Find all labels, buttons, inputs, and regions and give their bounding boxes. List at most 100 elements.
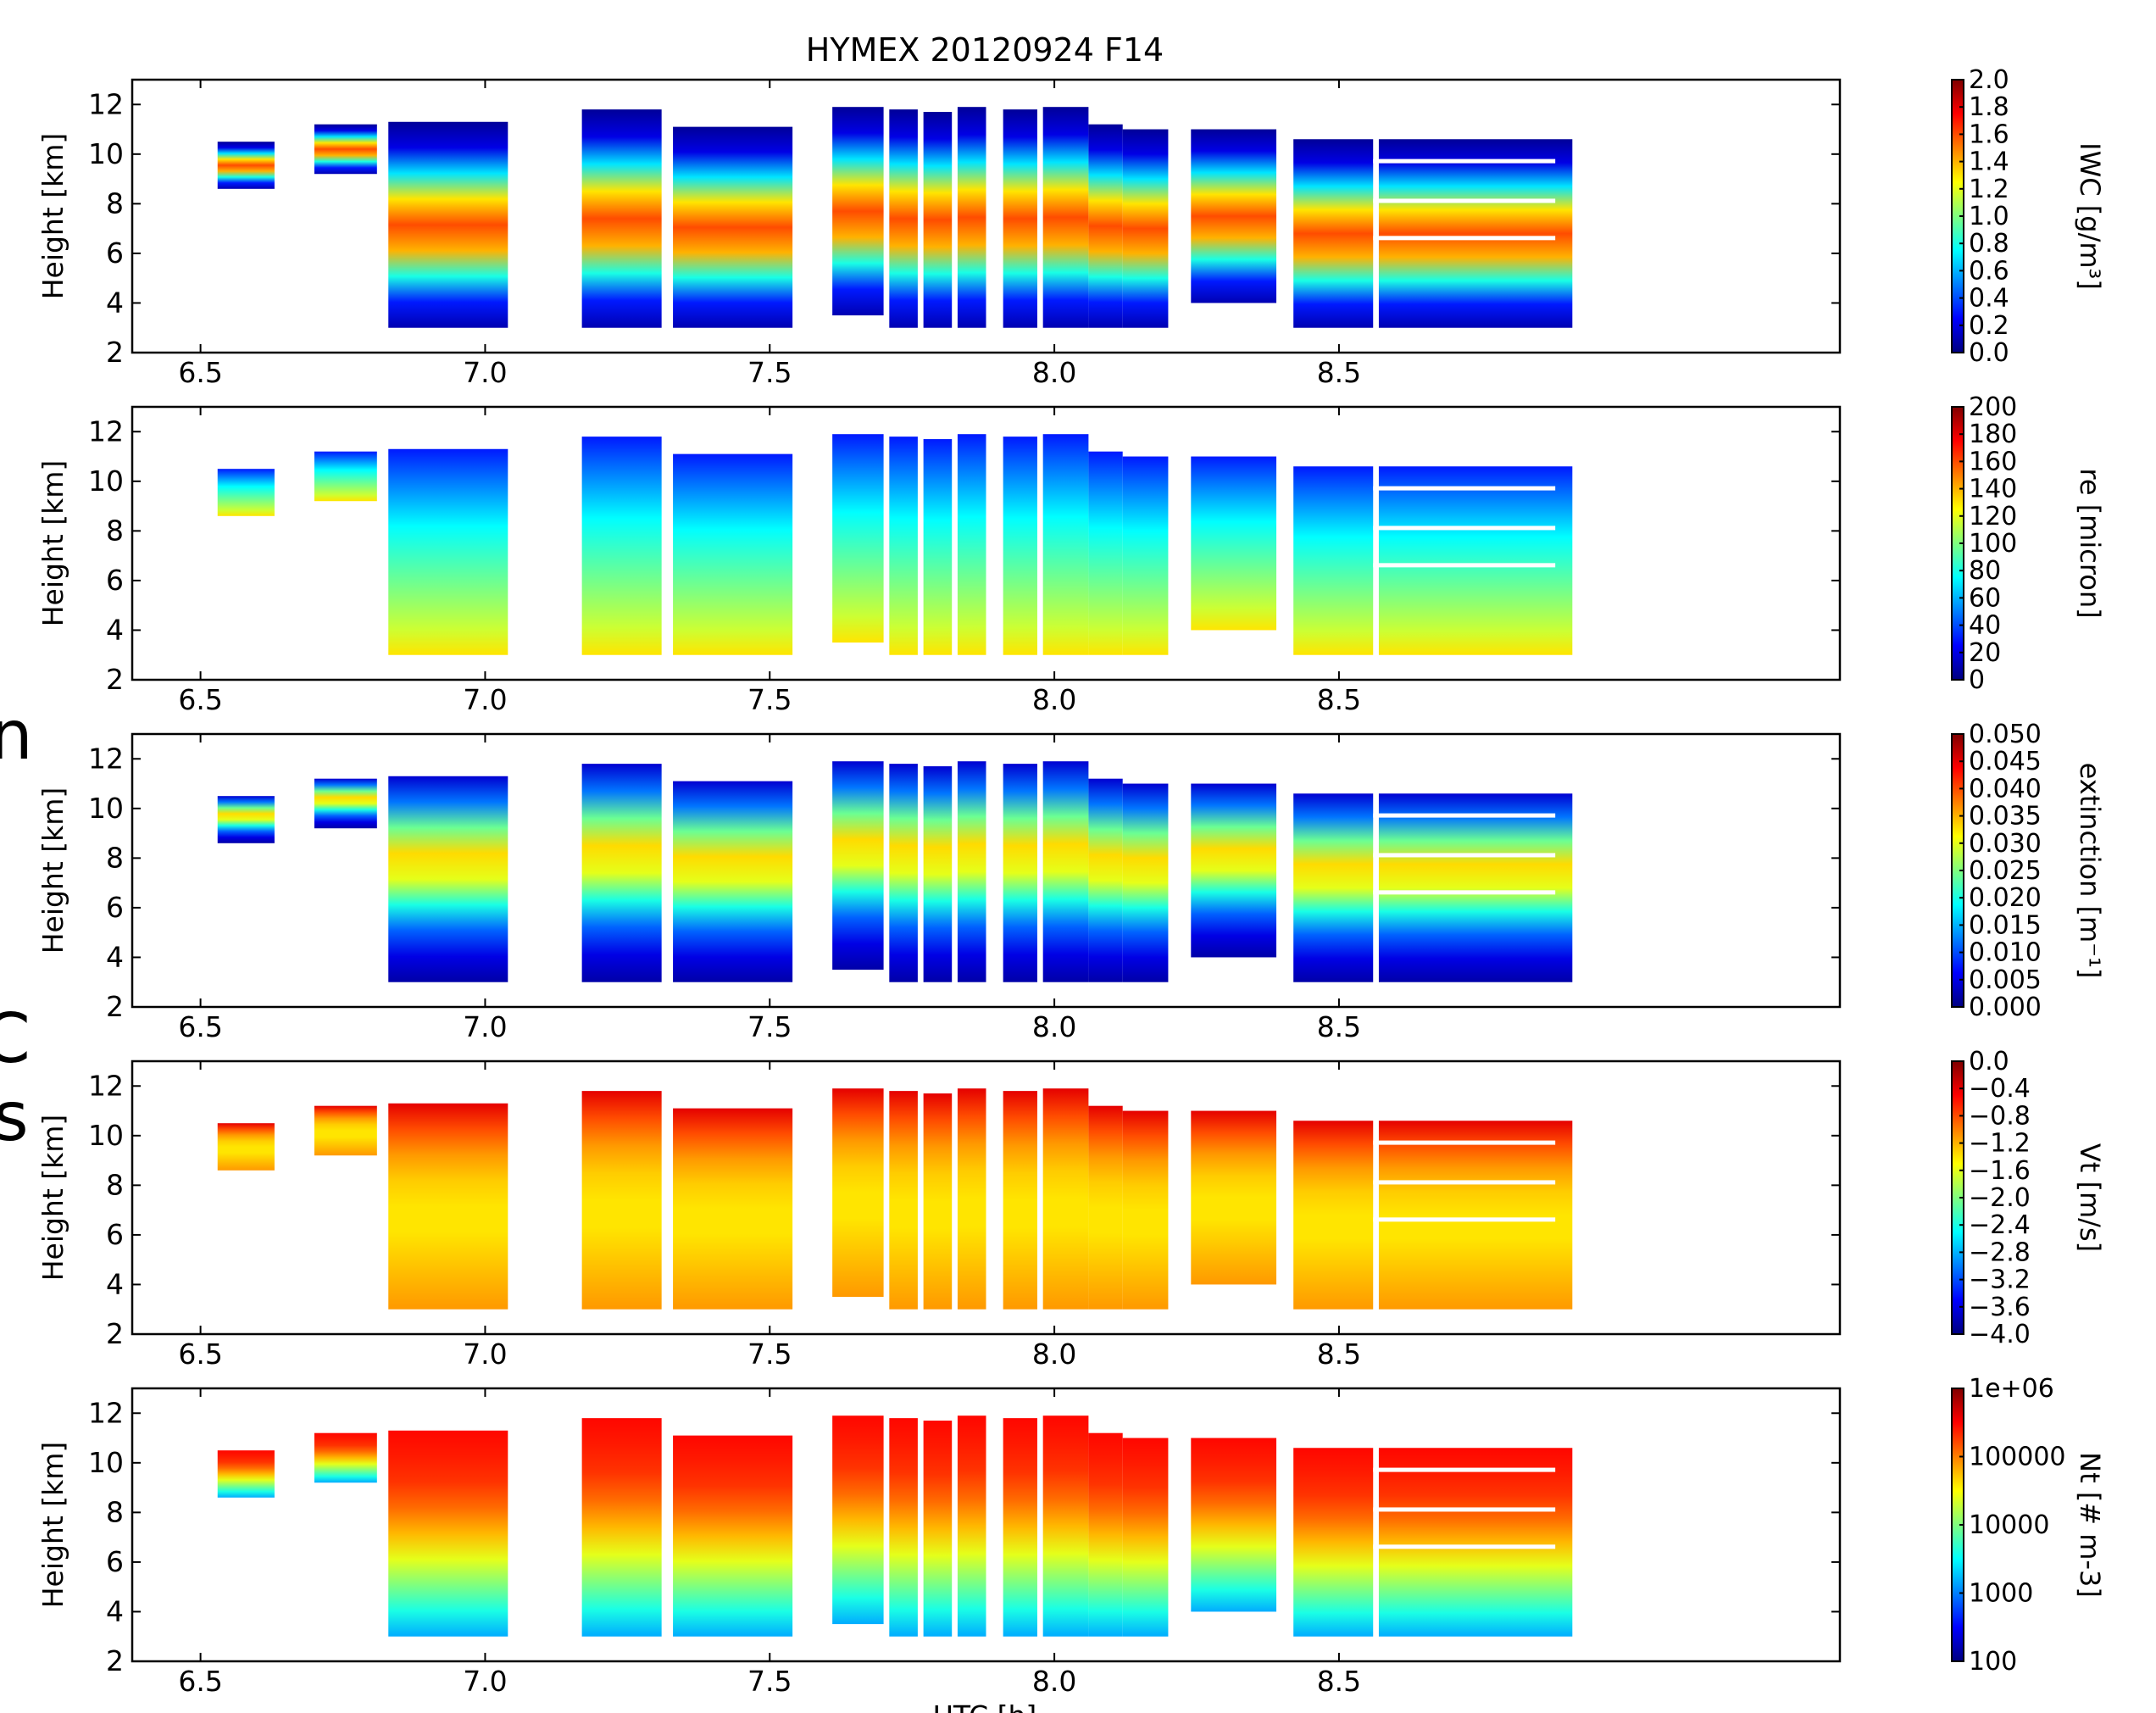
data-segment	[673, 1108, 793, 1310]
data-segment	[1122, 783, 1169, 982]
y-tick-label: 10	[88, 137, 124, 170]
data-segment	[1378, 1448, 1573, 1637]
colorbar-tick-label: −0.8	[1969, 1101, 2031, 1131]
x-tick-label: 7.0	[463, 1338, 507, 1371]
x-tick-label: 7.5	[747, 1338, 792, 1371]
data-segment	[314, 1432, 377, 1483]
y-tick-label: 8	[106, 186, 124, 220]
data-segment	[1003, 109, 1037, 328]
y-tick-label: 8	[106, 1168, 124, 1201]
colorbar-tick-label: 160	[1969, 447, 2017, 476]
colorbar-tick-label: 0.015	[1969, 910, 2042, 940]
colorbar-tick-label: −2.8	[1969, 1237, 2031, 1267]
data-segment	[581, 109, 662, 328]
colorbar-label: re [micron]	[2074, 468, 2106, 618]
data-segment	[673, 453, 793, 655]
data-segment	[314, 778, 377, 829]
data-segment	[581, 764, 662, 982]
data-segment	[314, 124, 377, 175]
data-segment	[1191, 1438, 1277, 1612]
colorbar-label: IWC [g/m³]	[2074, 142, 2106, 290]
data-segment	[217, 469, 275, 516]
data-segment	[217, 1123, 275, 1171]
y-tick-label: 4	[106, 1594, 124, 1627]
data-segment	[923, 112, 953, 328]
colorbar-tick-label: 0.2	[1969, 311, 2009, 341]
data-segment	[388, 1103, 508, 1310]
y-tick-label: 8	[106, 514, 124, 547]
colorbar-label: extinction [m⁻¹]	[2074, 763, 2106, 979]
colorbar-tick-label: 1.0	[1969, 202, 2009, 231]
clipped-edge-glyph-2: C	[0, 999, 31, 1078]
data-segment	[1088, 451, 1123, 655]
y-tick-label: 12	[88, 414, 124, 448]
axes-frame	[131, 732, 1842, 1009]
x-tick-label: 7.5	[747, 1665, 792, 1698]
data-segment	[217, 796, 275, 843]
x-tick-label: 7.0	[463, 356, 507, 389]
data-segment	[581, 437, 662, 655]
x-tick-label: 8.5	[1317, 1010, 1361, 1043]
colorbar-tick-label: 0.020	[1969, 883, 2042, 913]
y-tick-label: 2	[106, 1644, 124, 1677]
missing-band	[1373, 159, 1556, 164]
colorbar-tick-label: 140	[1969, 475, 2017, 504]
y-axis-label: Height [km]	[36, 133, 69, 300]
data-segment	[217, 142, 275, 189]
figure-title: HYMEX 20120924 F14	[806, 31, 1164, 69]
colorbar-tick-label: −4.0	[1969, 1320, 2031, 1349]
data-segment	[1003, 1418, 1037, 1637]
data-segment	[1042, 107, 1089, 328]
colorbar-tick-label: −2.0	[1969, 1183, 2031, 1213]
colorbar-tick-label: −1.2	[1969, 1129, 2031, 1159]
colorbar-tick-label: 1.8	[1969, 92, 2009, 122]
data-segment	[1378, 1121, 1573, 1310]
data-segment	[1191, 1110, 1277, 1285]
y-tick-label: 4	[106, 286, 124, 319]
y-tick-label: 2	[106, 990, 124, 1023]
panel-re: 2 4 6 8 10 12 6.5 7.0 7.5 8.0 8.5 Height [km] 020406…	[36, 392, 2106, 716]
data-segment	[581, 1418, 662, 1637]
missing-band	[1373, 486, 1556, 491]
data-segment	[1122, 456, 1169, 655]
axes-frame	[131, 405, 1842, 681]
data-segment	[957, 1415, 986, 1637]
axes-frame	[131, 1387, 1842, 1663]
x-tick-label: 6.5	[178, 1338, 222, 1371]
panels: 2 4 6 8 10 12 6.5 7.0 7.5 8.0 8.5 Height [km] 0.0 0.2…	[36, 65, 2106, 1698]
clipped-edge-glyph-1: n	[0, 696, 33, 775]
colorbar-tick-label: 0.045	[1969, 747, 2042, 776]
missing-band	[1373, 853, 1556, 858]
colorbar-tick-label: 0.005	[1969, 965, 2042, 995]
data-segment	[889, 109, 918, 328]
data-segment	[1042, 761, 1089, 982]
data-segment	[923, 439, 953, 655]
y-tick-label: 6	[106, 1545, 124, 1578]
x-tick-label: 8.5	[1317, 683, 1361, 716]
data-segment	[832, 761, 884, 971]
x-tick-label: 8.5	[1317, 1665, 1361, 1698]
data-segment	[889, 437, 918, 655]
colorbar-tick-label: −3.2	[1969, 1265, 2031, 1295]
colorbar-tick-label: 0.0	[1969, 1047, 2009, 1076]
data-segment	[1293, 1121, 1374, 1310]
data-segment	[832, 434, 884, 643]
missing-band	[1373, 448, 1556, 453]
x-tick-label: 8.0	[1032, 683, 1076, 716]
data-segment	[673, 781, 793, 982]
y-tick-label: 12	[88, 87, 124, 120]
missing-band	[1373, 1217, 1556, 1222]
y-tick-label: 12	[88, 742, 124, 775]
colorbar-label: Nt [# m-3]	[2074, 1452, 2106, 1598]
data-segment	[957, 761, 986, 982]
colorbar-tick-label: 0.050	[1969, 720, 2042, 749]
data-segment	[1042, 1088, 1089, 1310]
data-segment	[1122, 129, 1169, 328]
data-segment	[1293, 466, 1374, 655]
panel-Nt: 2 4 6 8 10 12 6.5 7.0 7.5 8.0 8.5 Height [km] 100 100…	[36, 1374, 2106, 1698]
data-segment	[1191, 129, 1277, 303]
colorbar-tick-label: 0.8	[1969, 229, 2009, 259]
x-tick-label: 8.5	[1317, 1338, 1361, 1371]
y-tick-label: 2	[106, 1317, 124, 1350]
y-tick-label: 6	[106, 236, 124, 270]
